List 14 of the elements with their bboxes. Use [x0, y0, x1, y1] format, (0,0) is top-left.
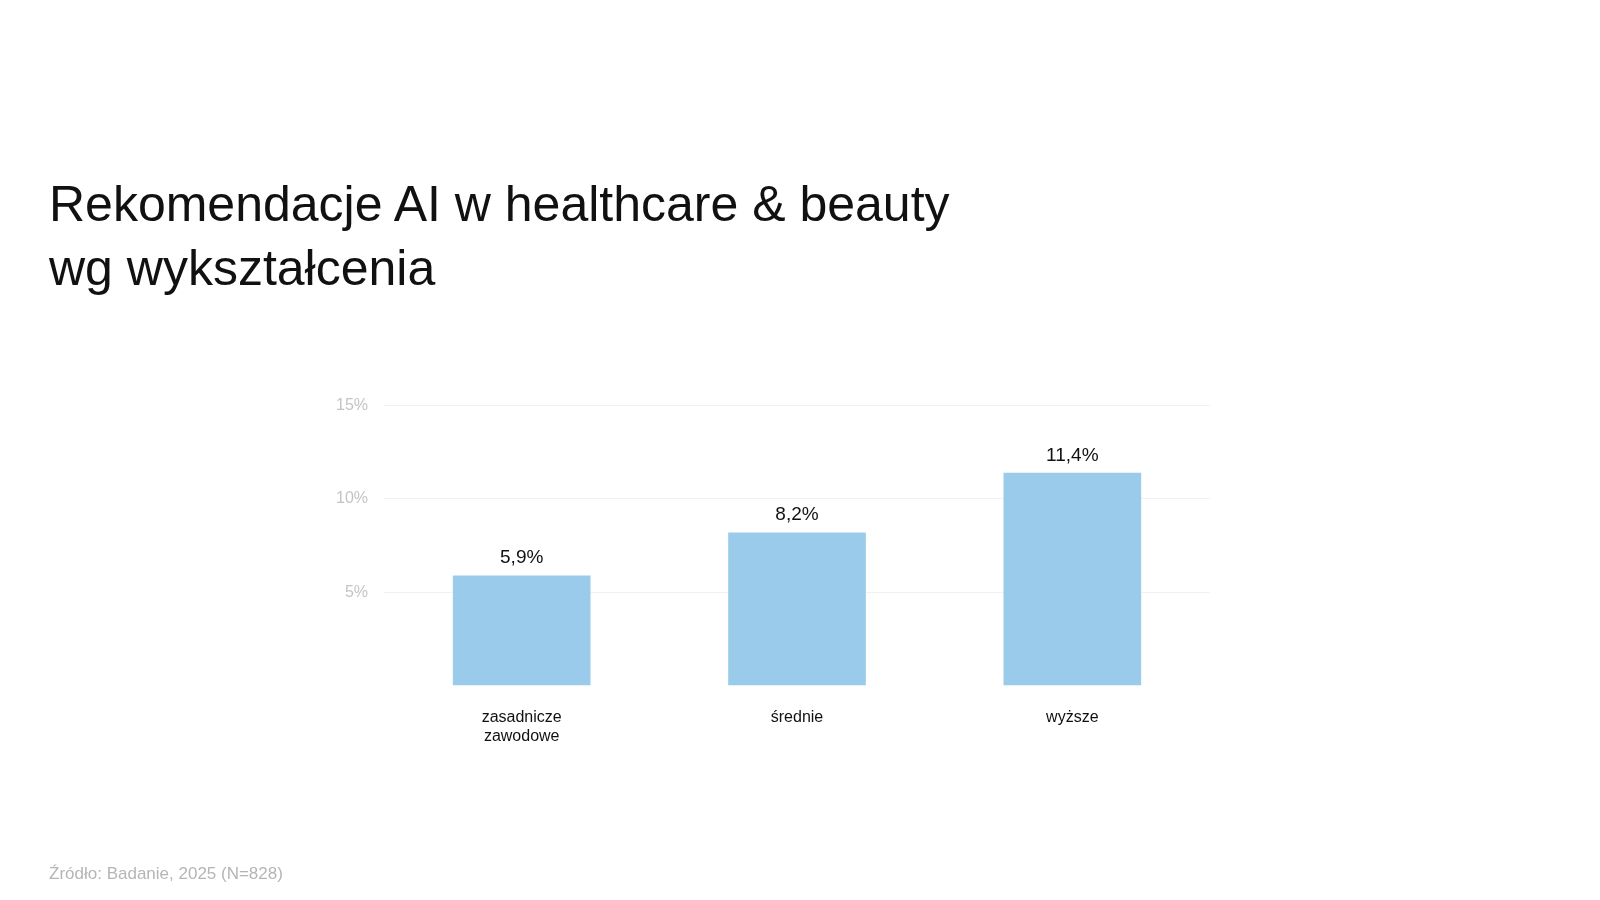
- x-tick-label: wyższe: [1045, 707, 1099, 725]
- x-tick-label: średnie: [770, 707, 824, 725]
- bar: [452, 575, 591, 686]
- bar: [728, 532, 866, 686]
- y-tick-label: 5%: [344, 582, 369, 600]
- y-tick-label: 15%: [335, 396, 369, 414]
- x-tick-label: zasadnicze zawodowe: [481, 707, 562, 744]
- text: Źródło: Badanie, 2025 (N=828): [49, 864, 283, 884]
- data-label: 8,2%: [775, 503, 819, 525]
- chart-title: Rekomendacje AI w healthcare & beauty wg wykształcenia: [49, 175, 950, 298]
- data-label: 11,4%: [1046, 443, 1099, 465]
- bar: [1003, 472, 1142, 686]
- y-tick-label: 10%: [335, 489, 369, 507]
- data-label: 5,9%: [500, 546, 544, 568]
